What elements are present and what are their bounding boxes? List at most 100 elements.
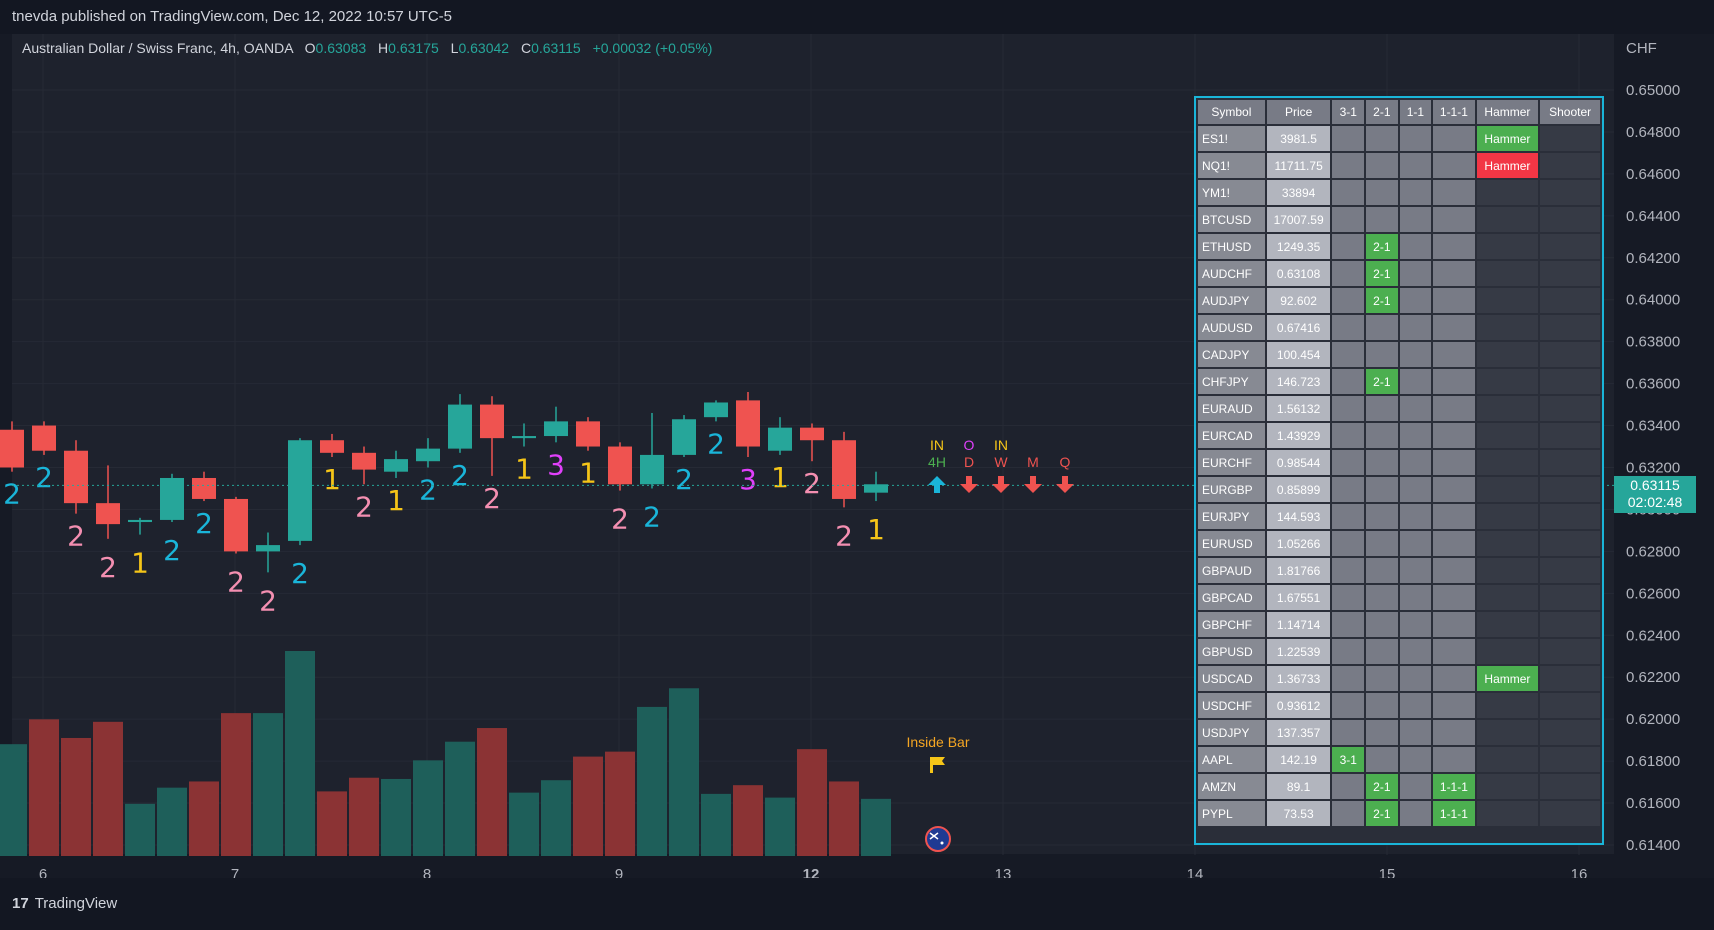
price-cell: 1.36733 xyxy=(1266,666,1331,691)
symbol-cell: AMZN xyxy=(1198,774,1265,799)
pattern-2-1-cell xyxy=(1366,639,1398,664)
shooter-cell xyxy=(1540,288,1600,313)
pattern-1-1-cell xyxy=(1399,504,1432,529)
volume-bar xyxy=(125,803,155,856)
table-row: GBPUSD 1.22539 xyxy=(1198,639,1600,664)
pattern-1-1-1-cell xyxy=(1433,369,1475,394)
table-row: AMZN 89.1 2-1 1-1-1 xyxy=(1198,774,1600,799)
pattern-1-1-1-cell xyxy=(1433,261,1475,286)
pattern-1-1-cell xyxy=(1399,774,1432,799)
symbol-cell: AUDUSD xyxy=(1198,315,1265,340)
arrow-up-icon xyxy=(928,476,946,493)
symbol-cell: EURUSD xyxy=(1198,531,1265,556)
candle-body xyxy=(480,404,504,439)
price-scale-label: 0.62400 xyxy=(1626,627,1680,644)
volume-bar xyxy=(477,728,507,856)
price-cell: 1.14714 xyxy=(1266,612,1331,637)
pattern-1-1-1-cell xyxy=(1433,234,1475,259)
hammer-cell xyxy=(1476,801,1539,826)
strat-bar-label: 1 xyxy=(579,457,597,490)
footer-bar: 17 TradingView xyxy=(0,878,1714,930)
strat-bar-label: 2 xyxy=(35,461,53,494)
table-row: EURUSD 1.05266 xyxy=(1198,531,1600,556)
strat-bar-label: 2 xyxy=(195,507,213,540)
candle-body xyxy=(576,421,600,447)
pattern-2-1-cell xyxy=(1366,153,1398,178)
price-cell: 73.53 xyxy=(1266,801,1331,826)
pattern-1-1-1-cell xyxy=(1433,126,1475,151)
low-value: 0.63042 xyxy=(458,40,510,56)
table-row: GBPCAD 1.67551 xyxy=(1198,585,1600,610)
symbol-cell: CADJPY xyxy=(1198,342,1265,367)
volume-bar xyxy=(861,798,891,856)
candle-body xyxy=(128,519,152,523)
ohlc-legend: Australian Dollar / Swiss Franc, 4h, OAN… xyxy=(22,40,713,56)
hammer-cell xyxy=(1476,558,1539,583)
symbol-name[interactable]: Australian Dollar / Swiss Franc, 4h, OAN… xyxy=(22,40,293,56)
symbol-cell: USDCHF xyxy=(1198,693,1265,718)
table-row: CADJPY 100.454 xyxy=(1198,342,1600,367)
volume-bar xyxy=(253,713,283,856)
symbol-cell: EURCHF xyxy=(1198,450,1265,475)
pattern-1-1-1-cell xyxy=(1433,288,1475,313)
symbol-cell: ETHUSD xyxy=(1198,234,1265,259)
symbol-cell: GBPUSD xyxy=(1198,639,1265,664)
pattern-1-1-cell xyxy=(1399,369,1432,394)
price-cell: 1.81766 xyxy=(1266,558,1331,583)
pattern-2-1-cell xyxy=(1366,423,1398,448)
tradingview-logo-icon[interactable]: 17 xyxy=(12,895,29,912)
symbol-cell: ES1! xyxy=(1198,126,1265,151)
pattern-1-1-cell xyxy=(1399,207,1432,232)
pattern-1-1-1-cell xyxy=(1433,531,1475,556)
volume-bar xyxy=(0,744,27,856)
shooter-cell xyxy=(1540,531,1600,556)
pattern-3-1-cell xyxy=(1332,612,1365,637)
price-cell: 11711.75 xyxy=(1266,153,1331,178)
candle-body xyxy=(800,427,824,441)
table-row: ETHUSD 1249.35 2-1 xyxy=(1198,234,1600,259)
strat-bar-label: 2 xyxy=(259,584,277,617)
strat-bar-label: 2 xyxy=(99,551,117,584)
candle-body xyxy=(608,446,632,485)
candle-body xyxy=(672,419,696,455)
pattern-3-1-cell xyxy=(1332,504,1365,529)
hammer-cell xyxy=(1476,693,1539,718)
strat-bar-label: 1 xyxy=(867,513,885,546)
timeframe-signals: IN 4H O D IN W M Q xyxy=(928,437,1074,493)
pattern-2-1-cell xyxy=(1366,585,1398,610)
shooter-cell xyxy=(1540,396,1600,421)
pattern-1-1-cell xyxy=(1399,450,1432,475)
price-cell: 3981.5 xyxy=(1266,126,1331,151)
pattern-2-1-cell xyxy=(1366,666,1398,691)
pattern-1-1-cell xyxy=(1399,342,1432,367)
strat-bar-label: 2 xyxy=(227,565,245,598)
volume-bar xyxy=(285,651,315,856)
volume-bar xyxy=(445,741,475,856)
pattern-1-1-1-cell xyxy=(1433,180,1475,205)
signal-w-label: W xyxy=(994,454,1008,470)
australia-flag-icon[interactable] xyxy=(925,826,951,852)
pattern-3-1-cell xyxy=(1332,531,1365,556)
pattern-2-1-cell xyxy=(1366,720,1398,745)
strat-bar-label: 2 xyxy=(643,500,661,533)
shooter-cell xyxy=(1540,639,1600,664)
pattern-1-1-cell xyxy=(1399,531,1432,556)
brand-name[interactable]: TradingView xyxy=(34,895,118,912)
symbol-cell: EURAUD xyxy=(1198,396,1265,421)
shooter-cell xyxy=(1540,558,1600,583)
price-scale-label: 0.63600 xyxy=(1626,376,1680,393)
col-hammer-header: Hammer xyxy=(1476,100,1539,124)
symbol-cell: PYPL xyxy=(1198,801,1265,826)
pattern-1-1-1-cell xyxy=(1433,423,1475,448)
table-row: ES1! 3981.5 Hammer xyxy=(1198,126,1600,151)
pattern-1-1-cell xyxy=(1399,666,1432,691)
shooter-cell xyxy=(1540,153,1600,178)
strat-bar-label: 1 xyxy=(323,463,341,496)
shooter-cell xyxy=(1540,234,1600,259)
pattern-2-1-cell xyxy=(1366,612,1398,637)
strat-bar-label: 2 xyxy=(451,459,469,492)
hammer-cell: Hammer xyxy=(1476,126,1539,151)
shooter-cell xyxy=(1540,666,1600,691)
table-row: CHFJPY 146.723 2-1 xyxy=(1198,369,1600,394)
